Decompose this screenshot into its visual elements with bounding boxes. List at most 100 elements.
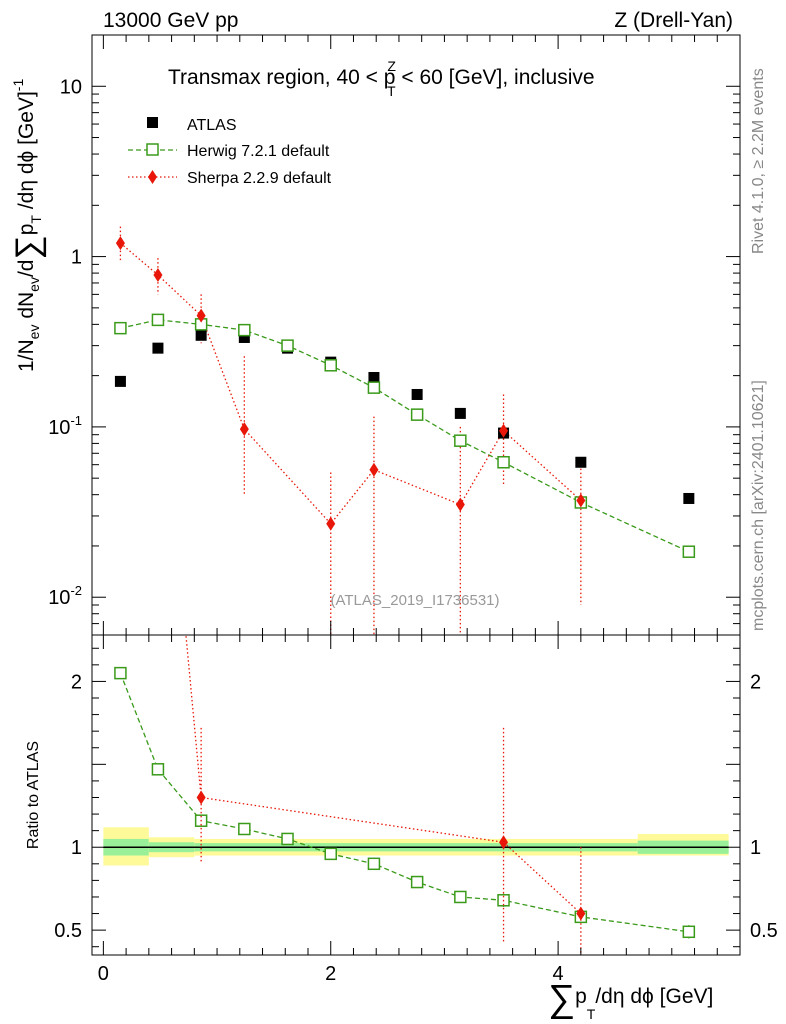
legend-herwig-marker: [146, 143, 159, 156]
ylabel-exp: -1: [10, 79, 26, 92]
ratio-herwig-point: [367, 857, 381, 871]
herwig-point: [454, 434, 467, 447]
main-plot-area: [114, 226, 696, 635]
atlas-point: [368, 372, 380, 384]
atlas-point: [683, 492, 695, 504]
xlabel-t: T: [587, 1006, 596, 1022]
herwig-point: [682, 545, 696, 558]
ratio-xtick-label: 0: [98, 963, 109, 985]
ylabel-sum: ∑: [9, 235, 47, 259]
ratio-herwig-point: [454, 890, 467, 904]
ratio-herwig-point: [151, 763, 165, 776]
xlabel-rest: /dη dϕ [GeV]: [595, 985, 713, 1008]
herwig-point: [151, 313, 165, 327]
sherpa-point: [239, 422, 249, 437]
xlabel-sum: ∑: [548, 978, 575, 1020]
sherpa-point: [153, 267, 163, 282]
main-ylabel-text: 1/Nev dNev/d∑pT /dη dϕ [GeV]-1: [9, 79, 47, 372]
title-superscript: Z: [387, 58, 396, 74]
tick-exp: -2: [70, 583, 82, 598]
herwig-point: [238, 323, 251, 337]
herwig-point: [497, 456, 510, 469]
ylabel-t: T: [28, 215, 44, 224]
sherpa-point: [499, 423, 509, 438]
legend-herwig-label: Herwig 7.2.1 default: [187, 143, 330, 160]
tick-base: 10: [48, 417, 70, 439]
ratio-ytick-label: 2: [71, 671, 82, 693]
main-ylabel: 1/Nev dNev/d∑pT /dη dϕ [GeV]-1: [9, 79, 47, 372]
ratio-ytick-label-right: 1: [750, 837, 761, 859]
main-title: Transmax region, 40 < pZ T < 60 [GeV], in…: [168, 58, 595, 99]
sherpa-point: [196, 308, 206, 323]
ratio-ytick-label: 1: [71, 837, 82, 859]
ratio-herwig-point: [281, 832, 294, 846]
header-right: Z (Drell-Yan): [614, 9, 733, 32]
atlas-point: [454, 407, 466, 419]
main-ytick-label: 10: [60, 76, 82, 98]
tick-exp: -1: [70, 413, 82, 428]
rivet-label: Rivet 4.1.0, ≥ 2.2M events: [750, 68, 767, 254]
herwig-point: [410, 408, 424, 421]
title-subscript: T: [387, 83, 396, 99]
ratio-herwig-point: [324, 847, 337, 861]
herwig-point: [367, 381, 381, 394]
ylabel-c: /d: [15, 260, 38, 278]
ratio-plot-area: [103, 635, 729, 955]
ylabel-d: p: [15, 224, 38, 236]
ratio-frame: [91, 634, 741, 956]
tick-base: 10: [48, 587, 70, 609]
ratio-herwig-point: [114, 666, 127, 680]
ratio-ytick-label-right: 2: [750, 671, 761, 693]
atlas-point: [195, 329, 207, 341]
herwig-point: [324, 359, 337, 372]
sherpa-point: [326, 516, 336, 531]
sherpa-point: [115, 236, 125, 251]
ylabel-ev2: ev: [26, 277, 42, 292]
main-ytick-label: 10-1: [48, 413, 82, 439]
ylabel-ev1: ev: [26, 325, 42, 340]
xlabel: ∑pT/dη dϕ [GeV]: [548, 978, 713, 1022]
main-ytick-label: 10-2: [48, 583, 82, 609]
ratio-sherpa-point: [499, 835, 509, 850]
ratio-panel: 1 1 2 2 0.5 0.5 0 2 4 Ratio to ATLAS: [25, 634, 778, 985]
main-ytick-label: 1: [71, 247, 82, 269]
mcplots-label: mcplots.cern.ch [arXiv:2401.10621]: [750, 380, 767, 631]
header-left: 13000 GeV pp: [103, 9, 238, 32]
xlabel-p: p: [575, 985, 587, 1008]
herwig-point: [114, 321, 127, 335]
ratio-herwig-point: [682, 925, 696, 939]
ratio-herwig-point: [410, 875, 424, 889]
atlas-point: [411, 388, 423, 400]
ratio-ytick-label-right: 0.5: [750, 920, 778, 942]
ratio-sherpa-point: [196, 790, 206, 805]
watermark: (ATLAS_2019_I1736531): [330, 592, 499, 609]
ylabel-a: 1/N: [15, 339, 38, 372]
legend-sherpa-marker: [148, 170, 157, 184]
ratio-ylabel: Ratio to ATLAS: [25, 741, 42, 849]
herwig-point: [281, 339, 294, 352]
sherpa-point: [369, 462, 379, 477]
herwig-line: [120, 319, 690, 553]
legend-atlas-label: ATLAS: [187, 117, 237, 134]
ratio-sherpa-line: [185, 635, 582, 915]
atlas-point: [575, 456, 587, 468]
title-suffix: < 60 [GeV], inclusive: [396, 66, 595, 89]
legend-atlas-marker: [147, 117, 158, 128]
atlas-point: [238, 331, 250, 343]
sherpa-line: [120, 242, 582, 525]
ylabel-b: dN: [15, 292, 38, 325]
ratio-ytick-label: 0.5: [54, 920, 82, 942]
ylabel-e: /dη dϕ [GeV]: [15, 91, 38, 215]
ratio-xtick-label: 2: [325, 963, 336, 985]
atlas-point: [114, 375, 126, 387]
legend-sherpa-label: Sherpa 2.2.9 default: [187, 170, 332, 187]
title-prefix: Transmax region, 40 < p: [168, 66, 395, 89]
sherpa-point: [576, 493, 586, 508]
atlas-point: [152, 342, 164, 354]
ratio-herwig-point: [238, 822, 251, 836]
ratio-herwig-line: [119, 672, 689, 933]
legend: ATLAS Herwig 7.2.1 default Sherpa 2.2.9 …: [128, 117, 332, 187]
